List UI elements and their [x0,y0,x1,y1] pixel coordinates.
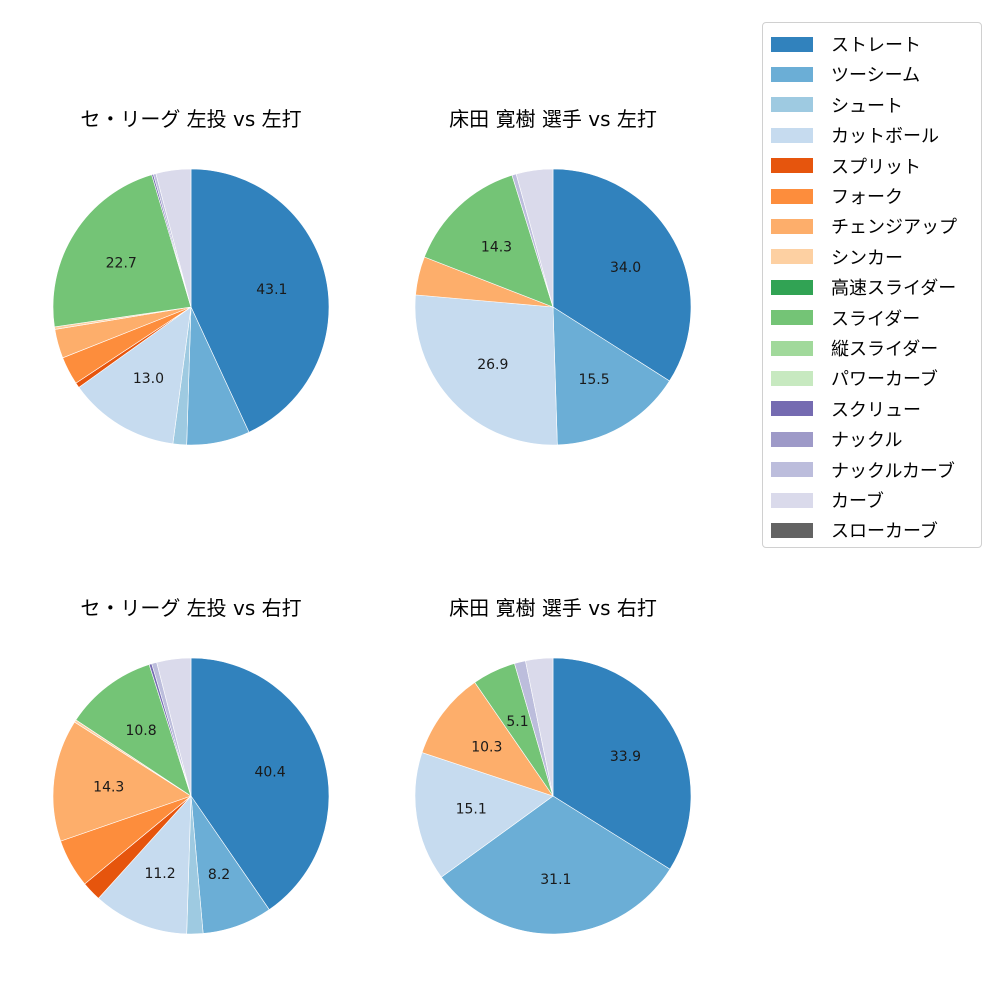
legend-item: 縦スライダー [771,334,938,362]
legend-item: スローカーブ [771,516,938,544]
legend-label: ストレート [831,35,921,56]
pie-slice [155,168,192,308]
legend-label: スクリュー [831,399,921,421]
legend-label: 高速スライダー [831,278,957,300]
pie-slice [98,795,192,935]
pie-slice [414,752,554,878]
legend-label: ナックル [831,430,903,452]
pie-slice [52,174,192,328]
chart-title-player-vs-left: 床田 寛樹 選手 vs 左打 [449,107,657,131]
legend-label: スライダー [831,308,921,330]
chart-title-league-vs-right: セ・リーグ 左投 vs 右打 [80,596,302,620]
legend-swatch [771,462,813,478]
pie-slice [75,664,192,797]
slice-value-label: 8.2 [208,867,230,883]
legend-label: スローカーブ [831,521,938,543]
legend-swatch [771,218,813,234]
legend-label: ナックルカーブ [831,460,955,482]
legend: ストレートツーシームシュートカットボール スプリットフォークチェンジアップ シンカー… [762,22,982,548]
slice-value-label: 33.9 [610,749,641,765]
legend-item: スクリュー [771,395,921,423]
slice-value-label: 14.3 [93,779,124,795]
legend-swatch [771,127,813,143]
legend-swatch [771,188,813,204]
legend-label: パワーカーブ [831,369,938,391]
slice-value-label: 5.1 [506,714,528,730]
legend-item: シュート [771,91,903,119]
slice-value-label: 40.4 [254,764,285,780]
legend-swatch [771,158,813,174]
legend-swatch [771,66,813,82]
slice-value-label: 26.9 [477,357,508,373]
pie-slice [515,168,554,308]
pie-slice [525,657,554,797]
pie-slice [190,657,330,911]
legend-swatch [771,279,813,295]
legend-label: ツーシーム [831,65,921,87]
legend-label: チェンジアップ [831,217,957,239]
legend-swatch [771,97,813,113]
slice-value-label: 11.2 [144,866,175,882]
chart-title-player-vs-right: 床田 寛樹 選手 vs 右打 [449,596,657,620]
legend-item: パワーカーブ [771,364,938,392]
legend-swatch [771,431,813,447]
pie-slice [190,168,330,433]
legend-swatch [771,401,813,417]
legend-label: 縦スライダー [831,339,939,360]
legend-label: スプリット [831,156,921,178]
slice-value-label: 15.1 [456,802,487,818]
pie-slice [414,294,558,446]
legend-swatch [771,310,813,326]
legend-item: カットボール [771,121,939,149]
legend-item: ナックルカーブ [771,456,955,484]
slice-value-label: 10.3 [471,739,502,755]
pie-slice [552,168,692,382]
legend-item: 高速スライダー [771,273,956,301]
pie-slice [440,795,671,935]
legend-item: ナックル [771,425,902,453]
legend-swatch [771,249,813,265]
legend-item: スプリット [771,152,921,180]
legend-swatch [771,492,813,508]
slice-value-label: 22.7 [106,255,137,271]
legend-swatch [771,370,813,386]
legend-item: フォーク [771,182,903,210]
legend-item: カーブ [771,486,884,514]
pie-slice [552,657,692,870]
pie-slice [421,681,554,797]
legend-item: シンカー [771,243,903,271]
slice-value-label: 31.1 [540,872,571,888]
pie-chart: 34.0 15.5 26.9 14.3 [414,168,692,446]
pie-chart: 43.1 13.0 22.7 [52,168,330,446]
legend-label: シンカー [831,247,903,269]
pie-chart: 40.4 8.2 11.2 14.3 10.8 [52,657,330,935]
legend-label: フォーク [831,187,903,208]
pie-slice [552,306,670,446]
slice-value-label: 10.8 [125,723,156,739]
legend-swatch [771,36,813,52]
slice-value-label: 34.0 [610,260,641,276]
legend-swatch [771,522,813,538]
slice-value-label: 43.1 [256,282,287,298]
legend-item: スライダー [771,304,920,332]
pie-chart: 33.9 31.1 15.1 10.35.1 [414,657,692,935]
legend-item: ツーシーム [771,60,920,88]
chart-title-league-vs-left: セ・リーグ 左投 vs 左打 [80,107,302,131]
legend-label: カーブ [831,491,884,512]
legend-item: チェンジアップ [771,212,957,240]
slice-value-label: 15.5 [578,372,609,388]
pie-slice [423,174,554,308]
legend-item: ストレート [771,30,921,58]
slice-value-label: 14.3 [481,239,512,255]
pie-slice [156,657,192,797]
pie-slice [52,721,192,842]
slice-value-label: 13.0 [133,371,164,387]
legend-label: シュート [831,95,903,117]
legend-label: カットボール [831,126,939,148]
pie-slice [78,306,192,445]
legend-swatch [771,340,813,356]
